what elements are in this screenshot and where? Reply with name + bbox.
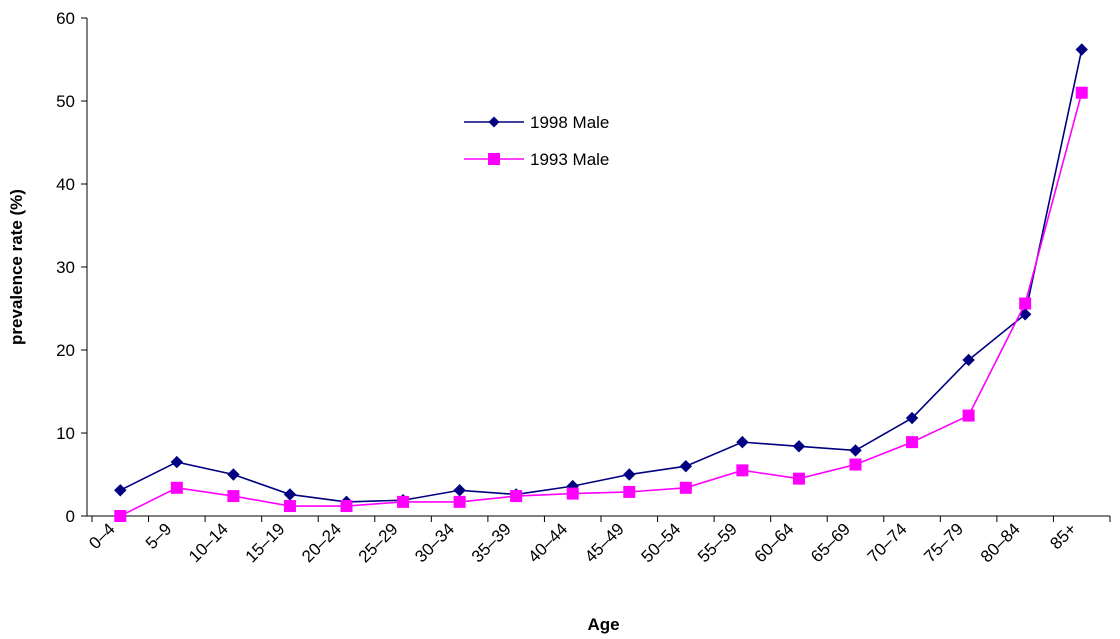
data-point bbox=[453, 495, 466, 508]
data-point bbox=[566, 487, 579, 500]
data-point bbox=[679, 459, 693, 473]
data-point bbox=[792, 472, 805, 485]
x-tick-label: 60–64 bbox=[751, 519, 798, 566]
x-tick-label: 5–9 bbox=[142, 519, 175, 552]
series-line bbox=[119, 49, 1083, 503]
data-point bbox=[905, 411, 919, 425]
y-tick-label: 50 bbox=[56, 92, 75, 111]
data-point bbox=[736, 464, 749, 477]
data-point bbox=[227, 468, 240, 481]
x-tick-label: 45–49 bbox=[581, 519, 628, 566]
axes bbox=[86, 18, 1110, 517]
data-point bbox=[792, 440, 806, 453]
data-point bbox=[170, 481, 183, 494]
x-tick-label: 25–29 bbox=[355, 519, 402, 566]
data-point bbox=[679, 481, 692, 494]
data-point bbox=[1019, 297, 1032, 310]
x-tick-label: 20–24 bbox=[298, 519, 345, 566]
x-tick-label: 50–54 bbox=[638, 519, 685, 566]
data-point bbox=[962, 353, 975, 367]
x-tick-label: 80–84 bbox=[977, 519, 1024, 566]
data-point bbox=[1075, 86, 1088, 99]
legend-marker bbox=[488, 116, 500, 128]
x-tick-label: 75–79 bbox=[920, 519, 967, 566]
data-point bbox=[227, 490, 240, 503]
y-tick-label: 40 bbox=[56, 175, 75, 194]
data-point bbox=[510, 490, 523, 503]
data-point bbox=[623, 468, 636, 481]
legend-item: 1993 Male bbox=[464, 150, 609, 169]
data-point bbox=[849, 458, 862, 471]
series-line bbox=[119, 92, 1083, 517]
x-tick-label: 10–14 bbox=[185, 519, 232, 566]
data-point bbox=[397, 495, 410, 508]
data-point bbox=[114, 484, 127, 497]
y-tick-label: 30 bbox=[56, 258, 75, 277]
y-tick-label: 0 bbox=[66, 507, 75, 526]
legend-item: 1998 Male bbox=[464, 113, 609, 132]
x-axis-title: Age bbox=[587, 615, 619, 634]
data-point bbox=[623, 485, 636, 498]
x-tick-label: 35–39 bbox=[468, 519, 515, 566]
data-point bbox=[906, 436, 919, 449]
series-1 bbox=[114, 86, 1088, 522]
data-point bbox=[1075, 43, 1088, 56]
data-point bbox=[453, 484, 466, 497]
x-tick-label: 65–69 bbox=[807, 519, 854, 566]
data-point bbox=[283, 488, 297, 501]
x-ticks: 0–4 5–9 10–14 15–19 20–24 25–29 30–34 35–39 40–4… bbox=[85, 516, 1111, 566]
series-0 bbox=[114, 43, 1088, 509]
legend-label: 1993 Male bbox=[530, 150, 609, 169]
data-point bbox=[849, 444, 862, 457]
x-tick-label: 15–19 bbox=[242, 519, 289, 566]
data-point bbox=[283, 500, 296, 513]
y-axis-title: prevalence rate (%) bbox=[7, 189, 26, 345]
y-ticks: 0 10 20 30 40 50 60 bbox=[56, 9, 87, 526]
x-tick-label: 85+ bbox=[1046, 519, 1080, 553]
x-tick-label: 0–4 bbox=[85, 519, 118, 552]
y-tick-label: 20 bbox=[56, 341, 75, 360]
data-point bbox=[962, 409, 975, 422]
legend-marker bbox=[488, 153, 500, 165]
y-tick-label: 60 bbox=[56, 9, 75, 28]
legend-label: 1998 Male bbox=[530, 113, 609, 132]
data-point bbox=[114, 510, 127, 522]
legend: 1998 Male 1993 Male bbox=[464, 113, 609, 169]
y-tick-label: 10 bbox=[56, 424, 75, 443]
series-layer bbox=[114, 43, 1088, 522]
x-tick-label: 40–44 bbox=[524, 519, 571, 566]
x-tick-label: 70–74 bbox=[864, 519, 911, 566]
x-tick-label: 30–34 bbox=[411, 519, 458, 566]
data-point bbox=[340, 500, 353, 513]
data-point bbox=[170, 455, 184, 469]
data-point bbox=[736, 435, 749, 449]
x-tick-label: 55–59 bbox=[694, 519, 741, 566]
